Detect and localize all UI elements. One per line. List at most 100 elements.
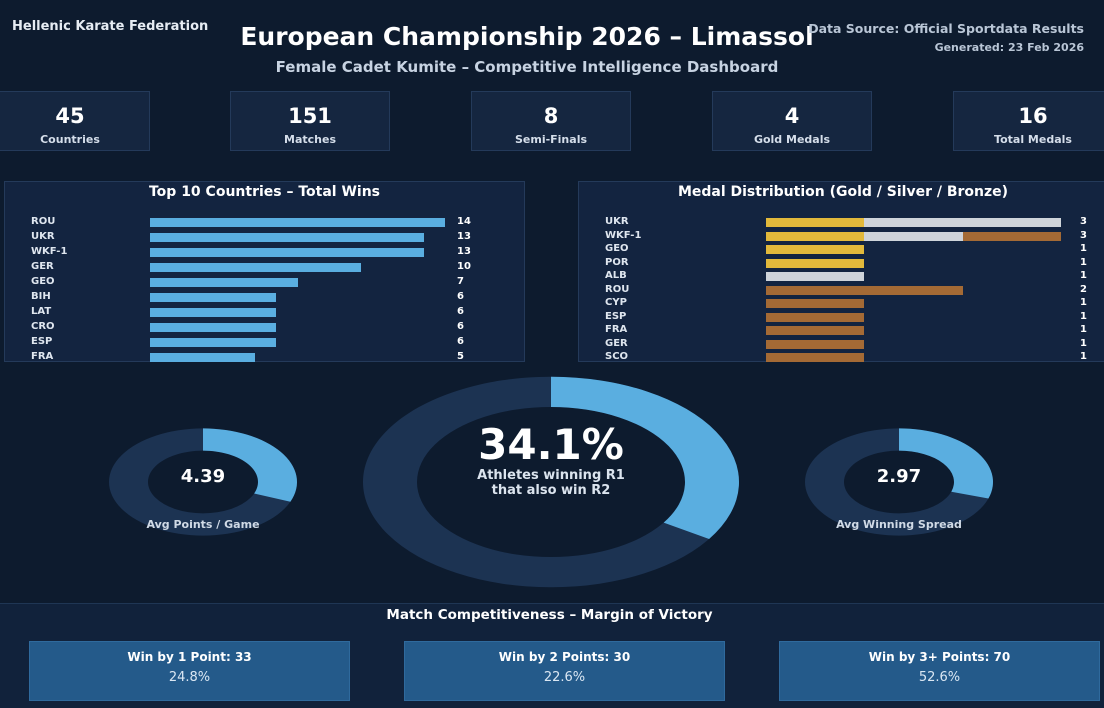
medal-category-label: CYP [605,297,627,308]
wins-value-label: 6 [457,336,464,347]
wins-category-label: CRO [31,321,55,332]
wins-value-label: 6 [457,306,464,317]
wins-category-label: ESP [31,336,53,347]
avg-spread-donut [804,428,993,536]
top-countries-wins-chart: Top 10 Countries – Total Wins ROU 14 UKR 13… [4,181,525,362]
wins-bar [150,308,277,317]
medal-total-label: 1 [1080,351,1087,362]
medal-bar-bronze [962,231,1061,241]
wins-value-label: 6 [457,321,464,332]
medal-category-label: ESP [605,310,627,322]
r1-r2-win-label-line1: Athletes winning R1 [477,468,625,483]
medal-total-label: 1 [1080,297,1087,308]
kpi-label: Gold Medals [753,133,831,146]
medal-bar-gold [766,218,865,227]
kpi-card-matches: 151 Matches [230,91,390,151]
margin-card-title: Win by 2 Points: 30 [498,650,631,664]
medal-category-label: POR [605,256,629,268]
avg-spread-value: 2.97 [876,466,922,487]
margin-card-percent: 22.6% [543,670,586,685]
medal-bar-bronze [766,339,865,349]
donut-slice [203,428,297,502]
medal-bar-bronze [766,326,865,335]
avg-points-label: Avg Points / Game [146,518,260,531]
competitiveness-title-text: Match Competitiveness – Margin of Victor… [386,607,713,623]
medal-total-label: 1 [1080,256,1087,268]
medal-total-label: 1 [1080,270,1087,281]
data-source: Data Source: Official Sportdata Results [808,21,1084,36]
kpi-label: Total Medals [994,133,1072,146]
medal-bar-bronze [766,353,865,362]
margin-card-2-points: Win by 2 Points: 30 22.6% [404,641,725,701]
medal-bar-bronze [766,299,865,308]
donut-charts [108,376,993,588]
medal-bar-gold [766,231,865,241]
wins-bar [150,278,298,287]
medal-category-label: WKF-1 [605,229,642,241]
donut-slice [551,376,739,539]
medal-category-label: GER [605,337,628,349]
wins-category-label: FRA [31,351,54,362]
dashboard-subtitle: Female Cadet Kumite – Competitive Intell… [0,58,1104,76]
medal-bar-bronze [766,285,963,295]
r1-r2-win-value: 34.1% [478,420,624,469]
margin-card-title: Win by 3+ Points: 70 [868,650,1011,664]
medal-total-label: 1 [1080,337,1087,349]
competitiveness-title: Match Competitiveness – Margin of Victor… [0,607,1104,623]
kpi-value: 45 [55,104,85,128]
wins-value-label: 14 [457,216,471,227]
generated-date: Generated: 23 Feb 2026 [934,41,1084,54]
medal-bar-silver [864,218,1061,227]
donut-slice [899,428,993,499]
wins-category-label: GER [31,261,54,272]
kpi-card-semi-finals: 8 Semi-Finals [471,91,631,151]
medal-chart-title: Medal Distribution (Gold / Silver / Bron… [677,184,1009,200]
medal-bar-silver [766,272,865,281]
medal-total-label: 2 [1080,283,1087,295]
wins-category-label: BIH [31,291,51,302]
dashboard-title: European Championship 2026 – Limassol [0,22,1104,51]
margin-card-title: Win by 1 Point: 33 [127,650,252,664]
medal-category-label: ALB [605,270,627,281]
medal-bar-bronze [766,312,865,322]
wins-bar [150,263,361,272]
kpi-label: Matches [284,133,336,146]
medal-category-label: UKR [605,216,629,227]
wins-category-label: WKF-1 [31,246,68,257]
medal-bar-gold [766,245,865,254]
medal-total-label: 1 [1080,310,1087,322]
kpi-card-gold-medals: 4 Gold Medals [712,91,872,151]
medal-category-label: SCO [605,351,629,362]
wins-bar [150,353,256,362]
wins-category-label: LAT [31,306,52,317]
dashboard-title-text: European Championship 2026 – Limassol [240,22,814,51]
r1-r2-win-donut [362,376,739,588]
medal-total-label: 1 [1080,243,1087,254]
margin-card-1-point: Win by 1 Point: 33 24.8% [29,641,350,701]
medal-bar-gold [766,258,865,268]
kpi-value: 16 [1018,104,1048,128]
kpi-label: Semi-Finals [514,133,588,146]
medal-distribution-chart: Medal Distribution (Gold / Silver / Bron… [578,181,1104,362]
wins-bar [150,323,277,332]
kpi-label: Countries [40,133,100,146]
margin-card-percent: 24.8% [168,670,211,685]
wins-value-label: 13 [457,246,471,257]
wins-value-label: 6 [457,291,464,302]
org-name: Hellenic Karate Federation [12,19,209,34]
avg-spread-label: Avg Winning Spread [836,518,962,531]
wins-category-label: GEO [31,276,55,287]
wins-bar [150,233,424,242]
medal-category-label: FRA [605,324,628,335]
kpi-value: 151 [288,104,332,128]
wins-category-label: UKR [31,231,55,242]
kpi-card-total-medals: 16 Total Medals [953,91,1104,151]
margin-card-percent: 52.6% [918,670,961,685]
wins-bar [150,293,277,302]
avg-points-donut [108,428,297,536]
wins-bar [150,338,277,347]
medal-category-label: GEO [605,243,629,254]
kpi-card-countries: 45 Countries [0,91,150,151]
wins-bar [150,218,445,227]
medal-total-label: 3 [1080,229,1087,241]
